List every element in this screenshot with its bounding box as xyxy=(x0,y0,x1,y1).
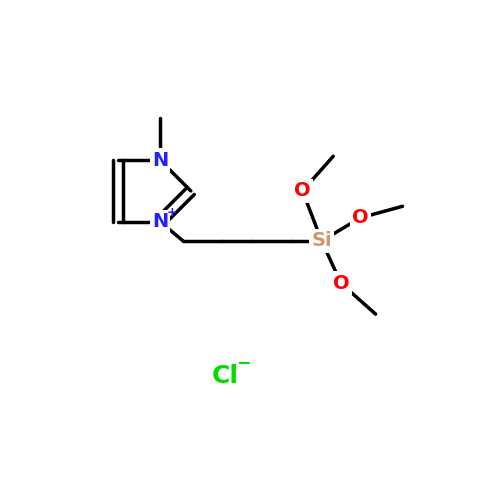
Text: O: O xyxy=(352,208,368,228)
Text: Cl: Cl xyxy=(212,364,239,388)
Text: +: + xyxy=(166,206,177,218)
Text: N: N xyxy=(152,212,168,231)
Text: O: O xyxy=(294,182,311,201)
Text: Si: Si xyxy=(312,232,332,250)
Text: −: − xyxy=(236,353,251,371)
Text: O: O xyxy=(332,274,349,293)
Text: N: N xyxy=(152,150,168,170)
